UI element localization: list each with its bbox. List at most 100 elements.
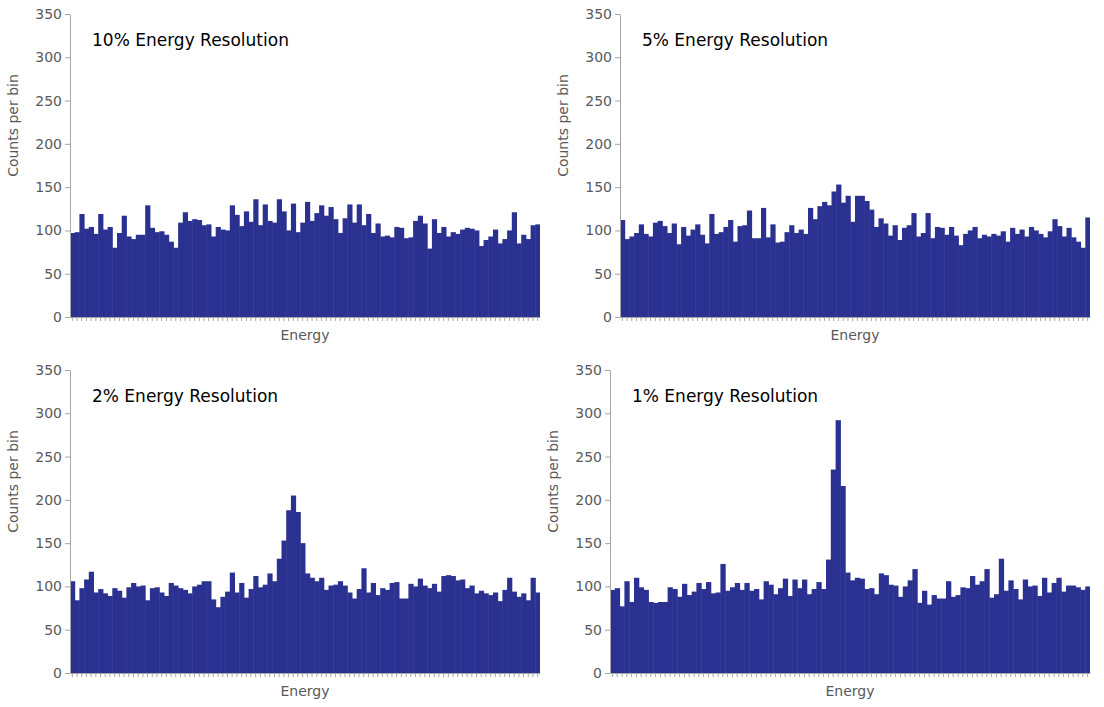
x-tick <box>203 673 204 677</box>
x-tick-mark <box>185 673 186 677</box>
bar <box>624 581 629 673</box>
bar <box>145 600 150 673</box>
bar <box>385 590 390 673</box>
x-tick-mark <box>156 673 157 677</box>
x-tick-mark <box>818 673 819 677</box>
bar <box>352 599 357 673</box>
bar <box>836 420 841 673</box>
x-tick <box>349 673 350 677</box>
y-tick-mark <box>65 230 70 231</box>
x-tick-mark <box>970 317 971 321</box>
x-tick <box>105 673 106 677</box>
x-tick <box>213 317 214 321</box>
bar <box>752 238 757 317</box>
x-tick <box>965 317 966 321</box>
bar <box>324 590 329 673</box>
x-tick <box>721 317 722 321</box>
x-tick-mark <box>758 317 759 321</box>
y-axis-line <box>70 371 71 674</box>
x-tick <box>406 317 407 321</box>
bar <box>653 603 658 673</box>
bar <box>122 216 127 317</box>
y-tick: 50 <box>584 622 610 638</box>
x-tick-mark <box>180 317 181 321</box>
x-tick <box>818 673 819 677</box>
bar <box>263 204 268 317</box>
x-tick <box>424 673 425 677</box>
bar <box>720 564 725 673</box>
x-tick-mark <box>953 673 954 677</box>
x-tick <box>1068 317 1069 321</box>
x-axis-title: Energy <box>830 327 879 343</box>
y-axis: 050100150200250300350 <box>35 362 70 681</box>
x-tick-mark <box>471 673 472 677</box>
x-tick <box>518 317 519 321</box>
bar <box>700 235 705 317</box>
bar <box>735 583 740 673</box>
x-tick <box>998 317 999 321</box>
x-tick <box>1073 317 1074 321</box>
x-tick <box>481 317 482 321</box>
x-tick-mark <box>495 673 496 677</box>
bar <box>502 590 507 673</box>
y-tick-mark <box>65 274 70 275</box>
x-tick-mark <box>495 317 496 321</box>
bar <box>658 221 663 317</box>
bar <box>911 213 916 317</box>
x-tick-mark <box>1078 317 1079 321</box>
x-tick-mark <box>753 317 754 321</box>
x-tick-mark <box>532 317 533 321</box>
y-tick: 100 <box>35 222 70 238</box>
x-tick <box>359 673 360 677</box>
y-tick-label: 300 <box>35 49 62 65</box>
x-tick-mark <box>996 673 997 677</box>
x-tick <box>1059 317 1060 321</box>
chart-title: 10% Energy Resolution <box>92 30 289 50</box>
x-tick-mark <box>910 673 911 677</box>
x-tick-mark <box>453 673 454 677</box>
x-tick <box>443 317 444 321</box>
bar <box>783 579 788 673</box>
x-tick-mark <box>1050 317 1051 321</box>
x-tick-mark <box>283 317 284 321</box>
bar <box>211 236 216 317</box>
x-tick-mark <box>443 673 444 677</box>
bar <box>1042 578 1047 673</box>
x-tick <box>890 673 891 677</box>
x-tick-mark <box>627 317 628 321</box>
x-tick <box>307 317 308 321</box>
x-tick <box>683 317 684 321</box>
bar <box>366 592 371 673</box>
x-tick <box>852 317 853 321</box>
x-tick-mark <box>349 317 350 321</box>
bar <box>980 581 985 673</box>
x-tick-mark <box>810 317 811 321</box>
bar <box>841 203 846 317</box>
x-tick <box>316 673 317 677</box>
bar <box>333 219 338 317</box>
bar <box>535 592 540 673</box>
x-tick-mark <box>448 317 449 321</box>
x-tick <box>147 317 148 321</box>
x-tick-mark <box>785 673 786 677</box>
x-tick <box>114 317 115 321</box>
x-tick-mark <box>708 673 709 677</box>
bar <box>267 573 272 673</box>
y-tick-mark <box>65 413 70 414</box>
x-tick <box>185 673 186 677</box>
x-tick <box>866 317 867 321</box>
bar <box>893 225 898 317</box>
bar <box>902 228 907 317</box>
x-axis-title: Energy <box>280 683 329 699</box>
x-tick <box>481 673 482 677</box>
x-tick <box>782 317 783 321</box>
y-tick: 250 <box>35 93 70 109</box>
y-tick-mark <box>65 673 70 674</box>
x-tick-mark <box>490 673 491 677</box>
x-tick <box>934 673 935 677</box>
x-tick-mark <box>368 317 369 321</box>
x-tick-mark <box>283 673 284 677</box>
y-axis-title: Counts per bin <box>555 74 571 177</box>
x-tick-mark <box>679 673 680 677</box>
bar <box>794 233 799 317</box>
